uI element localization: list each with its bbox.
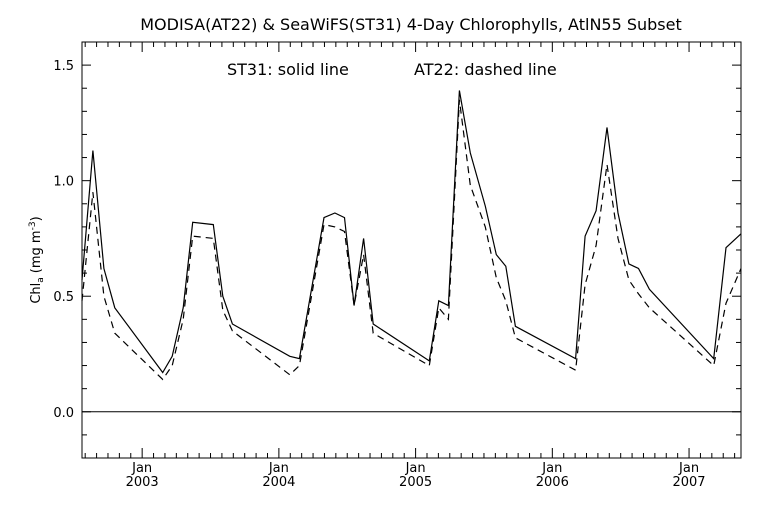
chart-title: MODISA(AT22) & SeaWiFS(ST31) 4-Day Chlor…	[140, 15, 682, 34]
series-group	[81, 90, 742, 381]
y-axis-label-unit: (mg m	[29, 230, 44, 273]
y-axis-label-unit-close: )	[29, 216, 44, 221]
y-tick-label: 1.5	[53, 59, 74, 74]
x-tick-month-label: Jan	[678, 461, 699, 476]
x-tick-year-label: 2005	[399, 475, 432, 490]
x-tick-year-label: 2006	[536, 475, 569, 490]
y-tick-label: 0.0	[53, 406, 74, 421]
x-tick-month-label: Jan	[541, 461, 562, 476]
x-tick-month-label: Jan	[131, 461, 152, 476]
y-tick-label: 0.5	[53, 290, 74, 305]
series-line-st31	[81, 90, 742, 374]
y-tick-label: 1.0	[53, 175, 74, 190]
y-axis-label-superscript: -3	[28, 221, 38, 230]
plot-area: 0.00.51.01.5 Jan2003Jan2004Jan2005Jan200…	[53, 41, 742, 490]
series-line-at22	[81, 99, 742, 381]
annotation-dashed: AT22: dashed line	[414, 60, 557, 79]
x-tick-year-label: 2003	[126, 475, 159, 490]
x-tick-year-label: 2007	[672, 475, 705, 490]
y-axis-label-main: Chl	[29, 283, 44, 304]
plot-frame	[81, 41, 742, 459]
y-axis-label-subscript: a	[36, 277, 46, 283]
x-tick-year-label: 2004	[262, 475, 295, 490]
x-tick-month-label: Jan	[405, 461, 426, 476]
annotation-solid: ST31: solid line	[227, 60, 349, 79]
x-tick-month-label: Jan	[268, 461, 289, 476]
y-axis-label: Chla (mg m-3)	[28, 216, 46, 303]
y-axis: 0.0 0.5 1.0 1.5	[53, 41, 741, 459]
